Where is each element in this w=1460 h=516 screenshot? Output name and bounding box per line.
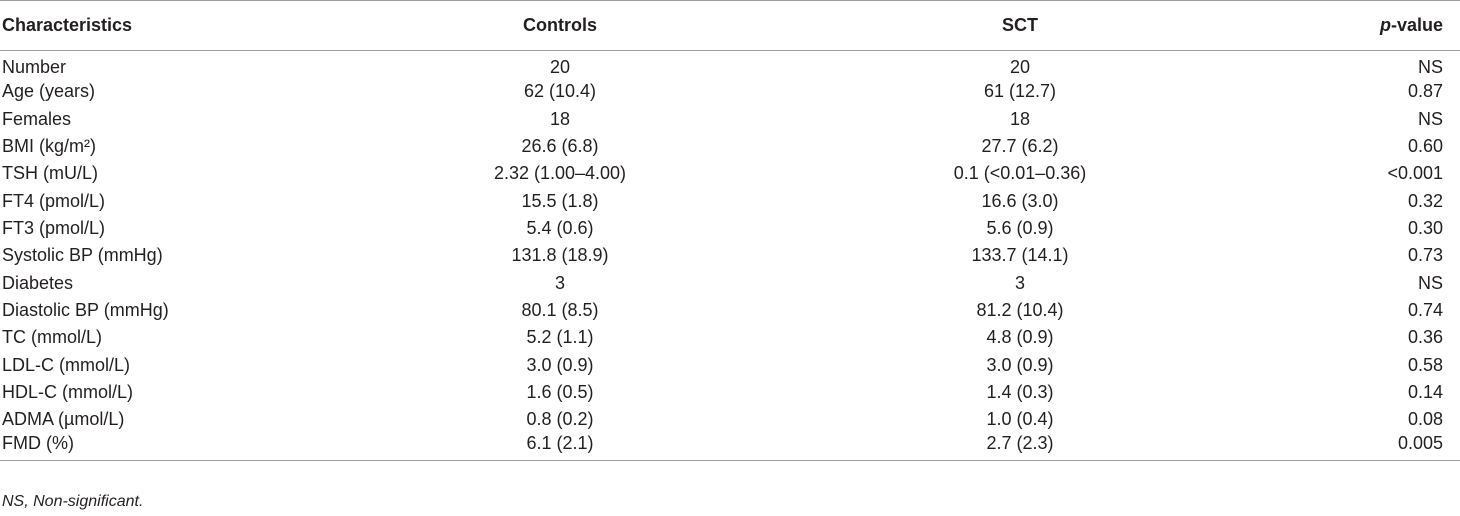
- row-p-value: 0.36: [1407, 327, 1443, 348]
- table-row: ADMA (µmol/L) 0.8 (0.2) 1.0 (0.4) 0.08: [0, 406, 1460, 433]
- table-footnote: NS, Non-significant.: [2, 493, 144, 510]
- row-controls-value: 6.1 (2.1): [420, 433, 700, 462]
- row-label: LDL-C (mmol/L): [2, 354, 131, 375]
- row-label: FT4 (pmol/L): [2, 190, 106, 211]
- row-label: Females: [2, 108, 72, 129]
- header-p-letter: p: [1379, 15, 1391, 35]
- row-controls-value: 131.8 (18.9): [511, 245, 609, 266]
- row-controls-value: 20: [549, 57, 571, 77]
- row-p-value: 0.32: [1407, 190, 1443, 211]
- header-sct: SCT: [700, 0, 1340, 51]
- row-p-value: 0.87: [1407, 81, 1443, 102]
- row-controls-value: 3: [554, 272, 565, 293]
- table-row: FMD (%) 6.1 (2.1) 2.7 (2.3) 0.005: [0, 433, 1460, 462]
- row-p-value: 0.73: [1407, 245, 1443, 266]
- row-controls-value: 18: [549, 108, 571, 129]
- row-controls-value: 80.1 (8.5): [521, 299, 599, 320]
- row-sct-value: 4.8 (0.9): [986, 327, 1054, 348]
- row-sct-value: 0.1 (<0.01–0.36): [953, 163, 1087, 184]
- row-sct-value: 18: [1009, 108, 1031, 129]
- row-label: Diastolic BP (mmHg): [2, 299, 169, 320]
- table-row: LDL-C (mmol/L) 3.0 (0.9) 3.0 (0.9) 0.58: [0, 351, 1460, 378]
- table-row: TSH (mU/L) 2.32 (1.00–4.00) 0.1 (<0.01–0.3…: [0, 160, 1460, 187]
- row-p-value: 0.58: [1407, 354, 1443, 375]
- table-row: Diastolic BP (mmHg) 80.1 (8.5) 81.2 (10.4)…: [0, 297, 1460, 324]
- row-sct-value: 1.4 (0.3): [986, 381, 1054, 402]
- table-row: Females 18 18 NS: [0, 105, 1460, 132]
- row-p-value: NS: [1417, 57, 1443, 77]
- table-row: BMI (kg/m²) 26.6 (6.8) 27.7 (6.2) 0.60: [0, 133, 1460, 160]
- row-sct-value: 61 (12.7): [983, 81, 1057, 102]
- row-p-value: NS: [1417, 272, 1443, 293]
- row-sct-value: 27.7 (6.2): [981, 135, 1059, 156]
- row-controls-value: 1.6 (0.5): [526, 381, 594, 402]
- table-row: FT3 (pmol/L) 5.4 (0.6) 5.6 (0.9) 0.30: [0, 215, 1460, 242]
- table-header-row: Characteristics Controls SCT p-value: [0, 0, 1460, 51]
- row-p-value: NS: [1417, 108, 1443, 129]
- header-characteristics: Characteristics: [0, 0, 420, 51]
- row-p-value: 0.74: [1407, 299, 1443, 320]
- row-p-value: <0.001: [1387, 163, 1443, 184]
- row-p-value: 0.14: [1407, 381, 1443, 402]
- row-controls-value: 26.6 (6.8): [521, 135, 599, 156]
- row-controls-value: 15.5 (1.8): [521, 190, 599, 211]
- row-sct-value: 133.7 (14.1): [971, 245, 1069, 266]
- row-controls-value: 5.2 (1.1): [526, 327, 594, 348]
- row-sct-value: 16.6 (3.0): [981, 190, 1059, 211]
- characteristics-table-container: Characteristics Controls SCT p-value Num…: [0, 0, 1460, 462]
- row-controls-value: 5.4 (0.6): [526, 217, 594, 238]
- row-controls-value: 0.8 (0.2): [526, 409, 594, 430]
- header-p-value: p-value: [1340, 0, 1460, 51]
- row-controls-value: 62 (10.4): [523, 81, 597, 102]
- row-label: BMI (kg/m²): [2, 135, 96, 156]
- row-label: TSH (mU/L): [2, 163, 98, 184]
- table-row: TC (mmol/L) 5.2 (1.1) 4.8 (0.9) 0.36: [0, 324, 1460, 351]
- row-label: Systolic BP (mmHg): [2, 245, 163, 266]
- characteristics-table: Characteristics Controls SCT p-value Num…: [0, 0, 1460, 462]
- header-p-suffix: -value: [1390, 15, 1443, 35]
- row-controls-value: 2.32 (1.00–4.00): [493, 163, 627, 184]
- row-sct-value: 5.6 (0.9): [986, 217, 1054, 238]
- row-label: TC (mmol/L): [2, 327, 102, 348]
- table-body: Number 20 20 NS Age (years) 62 (10.4) 61 (12.7…: [0, 51, 1460, 462]
- row-label: Diabetes: [2, 272, 74, 293]
- row-sct-value: 3.0 (0.9): [986, 354, 1054, 375]
- row-label: Age (years): [2, 81, 96, 102]
- row-sct-value: 3: [1014, 272, 1025, 293]
- row-controls-value: 3.0 (0.9): [526, 354, 594, 375]
- table-row: Diabetes 3 3 NS: [0, 269, 1460, 296]
- header-controls: Controls: [420, 0, 700, 51]
- row-sct-value: 2.7 (2.3): [700, 433, 1340, 462]
- row-sct-value: 81.2 (10.4): [976, 299, 1064, 320]
- row-p-value: 0.30: [1407, 217, 1443, 238]
- row-p-value: 0.005: [1340, 433, 1460, 462]
- row-label: FMD (%): [0, 433, 420, 462]
- table-row: HDL-C (mmol/L) 1.6 (0.5) 1.4 (0.3) 0.14: [0, 379, 1460, 406]
- row-label: Number: [2, 57, 67, 77]
- row-sct-value: 1.0 (0.4): [986, 409, 1054, 430]
- table-row: Age (years) 62 (10.4) 61 (12.7) 0.87: [0, 78, 1460, 105]
- table-row: FT4 (pmol/L) 15.5 (1.8) 16.6 (3.0) 0.32: [0, 187, 1460, 214]
- table-row: Number 20 20 NS: [0, 51, 1460, 79]
- row-p-value: 0.08: [1407, 409, 1443, 430]
- row-label: FT3 (pmol/L): [2, 217, 106, 238]
- row-p-value: 0.60: [1407, 135, 1443, 156]
- row-label: ADMA (µmol/L): [2, 409, 125, 430]
- row-label: HDL-C (mmol/L): [2, 381, 134, 402]
- table-row: Systolic BP (mmHg) 131.8 (18.9) 133.7 (14.…: [0, 242, 1460, 269]
- row-sct-value: 20: [1009, 57, 1031, 77]
